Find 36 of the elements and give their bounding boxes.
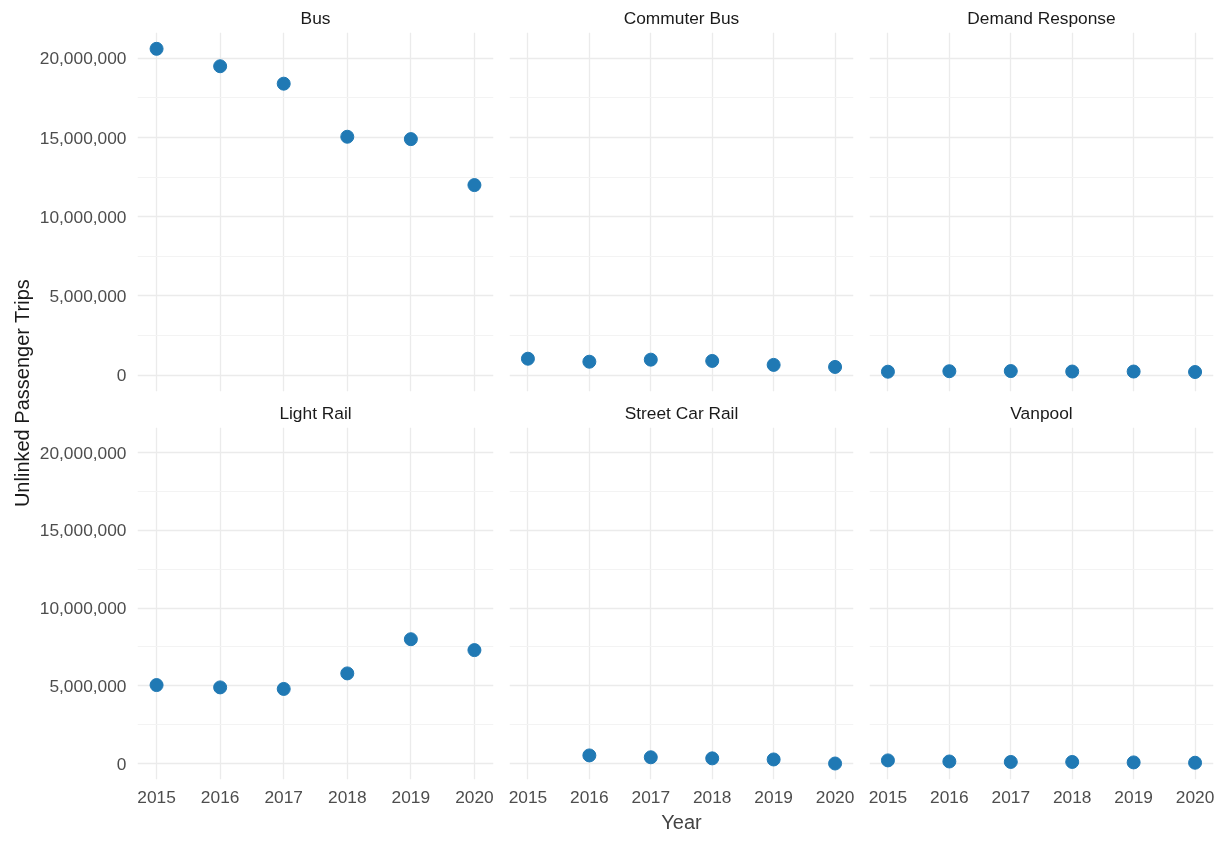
x-tick-label: 2015 <box>868 786 908 807</box>
y-tick-label: 0 <box>116 365 127 386</box>
x-tick-label: 2017 <box>991 786 1031 807</box>
chart-title: Street Car Rail <box>624 402 739 423</box>
y-axis-title: Unlinked Passenger Trips <box>11 279 34 508</box>
x-tick-label: 2020 <box>1175 786 1215 807</box>
y-tick-label: 20,000,000 <box>39 48 127 69</box>
x-tick-label: 2017 <box>264 786 303 807</box>
chart-title: Light Rail <box>279 402 352 423</box>
x-tick-label: 2020 <box>815 786 855 807</box>
x-tick-label: 2020 <box>455 786 494 807</box>
y-tick-label: 20,000,000 <box>39 442 127 463</box>
y-tick-label: 0 <box>116 753 127 774</box>
y-tick-label: 15,000,000 <box>39 127 127 148</box>
x-tick-label: 2016 <box>930 786 969 807</box>
x-tick-label: 2016 <box>570 786 609 807</box>
x-tick-label: 2017 <box>631 786 671 807</box>
x-tick-label: 2015 <box>137 786 176 807</box>
x-tick-label: 2019 <box>754 786 793 807</box>
y-tick-label: 5,000,000 <box>49 285 127 306</box>
x-tick-label: 2019 <box>1114 786 1153 807</box>
y-tick-label: 15,000,000 <box>39 520 127 541</box>
y-tick-label: 10,000,000 <box>39 598 127 619</box>
chart-title: Demand Response <box>967 7 1116 28</box>
x-tick-label: 2018 <box>1052 786 1092 807</box>
chart-title: Vanpool <box>1010 402 1073 423</box>
x-axis-title: Year <box>661 810 703 833</box>
x-tick-label: 2016 <box>200 786 240 807</box>
y-tick-label: 10,000,000 <box>39 206 127 227</box>
y-tick-label: 5,000,000 <box>49 675 127 696</box>
x-tick-label: 2019 <box>391 786 431 807</box>
x-tick-label: 2018 <box>328 786 367 807</box>
chart-title: Bus <box>300 7 331 28</box>
x-tick-label: 2015 <box>508 786 548 807</box>
chart-title: Commuter Bus <box>623 7 740 28</box>
x-tick-label: 2018 <box>692 786 732 807</box>
